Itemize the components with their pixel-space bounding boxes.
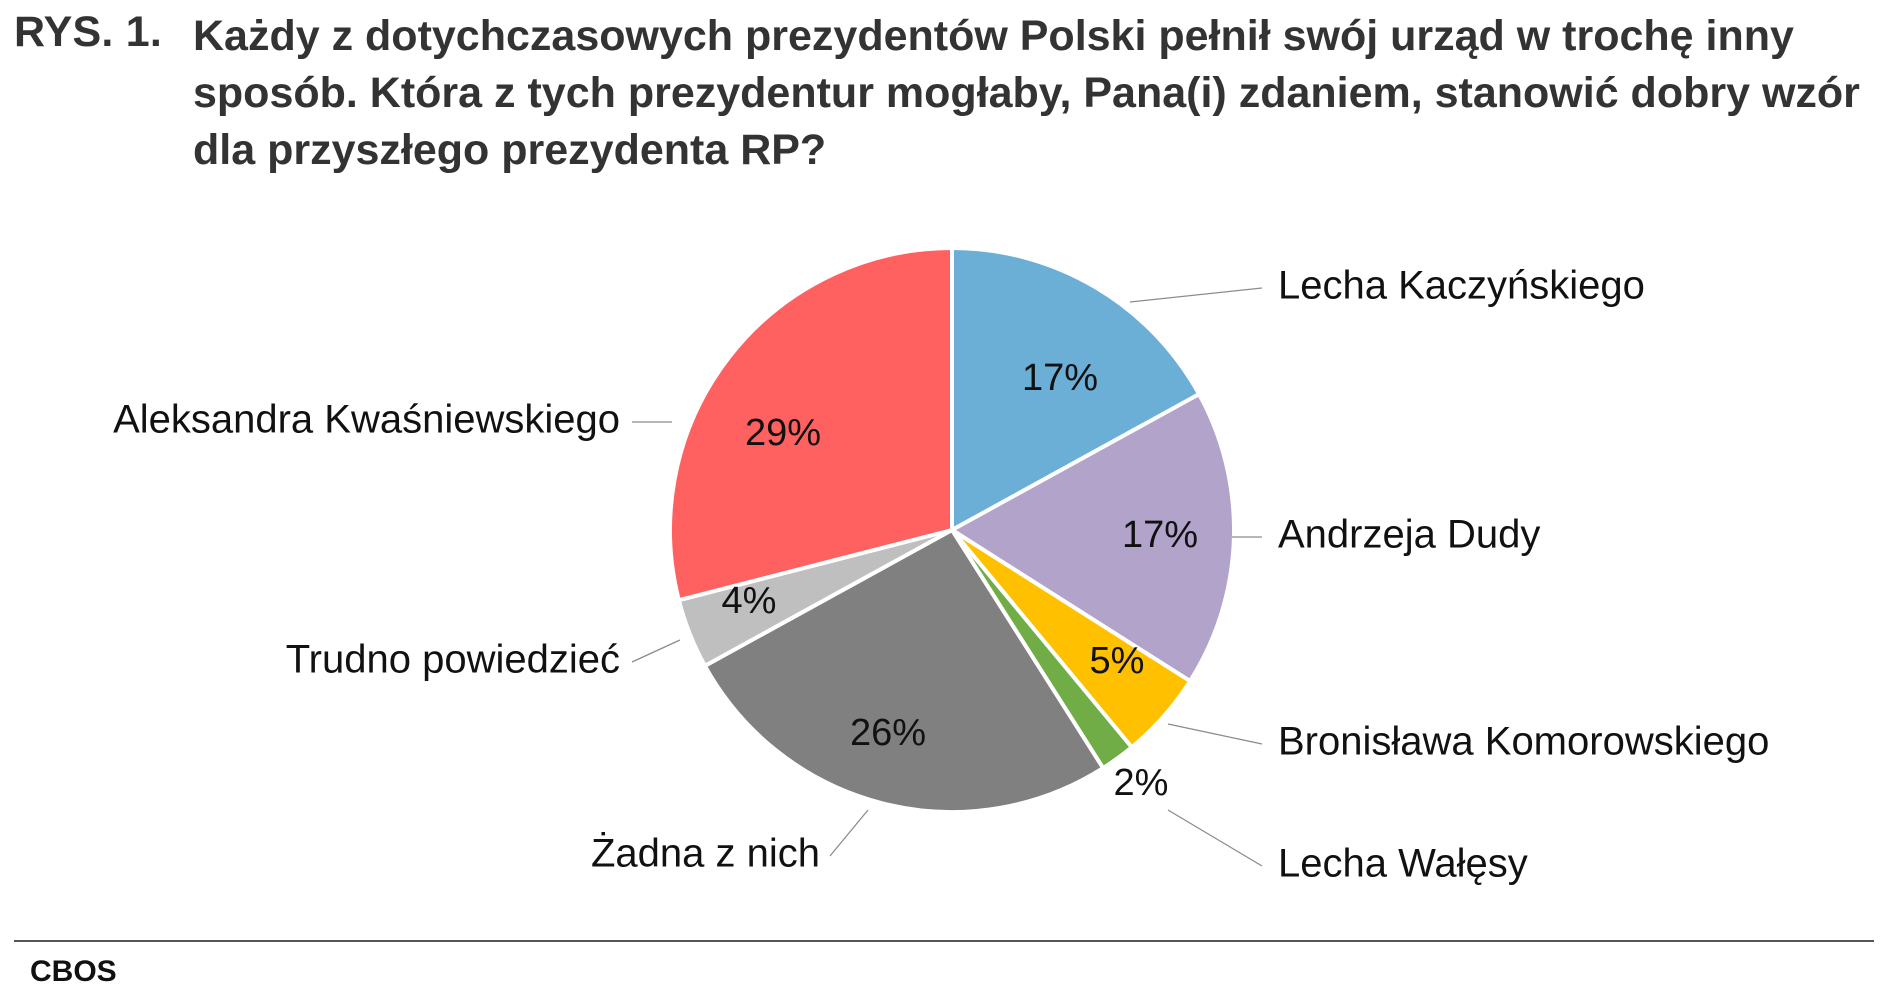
category-label-andrzeja-dudy: Andrzeja Dudy	[1278, 513, 1540, 557]
slice-value-label-trudno-powiedziec: 4%	[722, 580, 777, 622]
leader-line-bronislawa-komorowskiego	[1167, 723, 1263, 745]
slice-value-label-zadna-z-nich: 26%	[850, 712, 926, 754]
leader-line-lecha-kaczynskiego	[1129, 287, 1263, 303]
category-label-lecha-kaczynskiego: Lecha Kaczyńskiego	[1278, 264, 1645, 308]
slice-value-label-aleksandra-kwasniewskiego: 29%	[745, 412, 821, 454]
slice-value-label-lecha-walesy: 2%	[1114, 762, 1169, 804]
footer-divider	[14, 940, 1874, 942]
category-label-aleksandra-kwasniewskiego: Aleksandra Kwaśniewskiego	[113, 398, 620, 442]
slice-value-label-bronislawa-komorowskiego: 5%	[1090, 640, 1145, 682]
figure-label: RYS. 1.	[14, 8, 162, 56]
leader-line-zadna-z-nich	[829, 809, 869, 857]
leader-line-trudno-powiedziec	[631, 639, 681, 663]
category-label-zadna-z-nich: Żadna z nich	[591, 831, 820, 876]
pie-slice-aleksandra-kwasniewskiego	[668, 246, 954, 603]
pie-slice-andrzeja-dudy	[950, 392, 1236, 684]
source-label: CBOS	[30, 955, 117, 988]
category-label-bronislawa-komorowskiego: Bronisława Komorowskiego	[1278, 720, 1769, 764]
pie-slice-lecha-kaczynskiego	[950, 246, 1202, 532]
category-label-trudno-powiedziec: Trudno powiedzieć	[286, 638, 620, 682]
pie-slice-zadna-z-nich	[702, 528, 1106, 814]
leader-line-lecha-walesy	[1167, 809, 1263, 867]
slice-value-label-lecha-kaczynskiego: 17%	[1022, 357, 1098, 399]
category-label-lecha-walesy: Lecha Wałęsy	[1278, 842, 1528, 886]
slice-value-label-andrzeja-dudy: 17%	[1122, 514, 1198, 556]
chart-title: Każdy z dotychczasowych prezydentów Pols…	[193, 12, 1860, 174]
